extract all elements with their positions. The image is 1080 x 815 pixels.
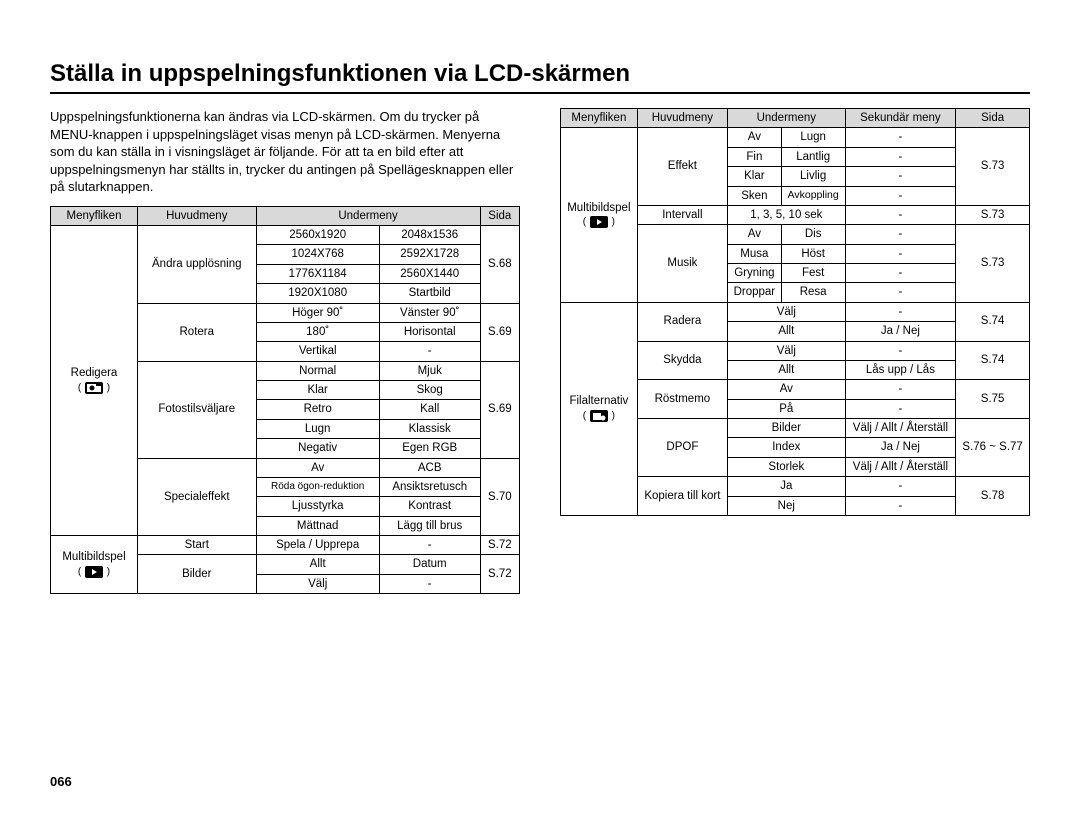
main-chgres: Ändra upplösning <box>137 226 256 304</box>
tab-multibildspel: Multibildspel ( ) <box>51 536 138 594</box>
play-icon: ( ) <box>583 215 615 229</box>
th-sec: Sekundär meny <box>845 109 956 128</box>
tab-multibildspel2: Multibildspel ( ) <box>561 128 638 302</box>
main-fotostil: Fotostilsväljare <box>137 361 256 458</box>
right-table: Menyfliken Huvudmeny Undermeny Sekundär … <box>560 108 1030 516</box>
page-number: 066 <box>50 774 72 789</box>
th-sub: Undermeny <box>256 206 480 225</box>
tab-filalternativ: Filalternativ ( ) <box>561 302 638 515</box>
file-icon: ( ) <box>583 409 615 423</box>
tab-redigera: Redigera ( ) <box>51 226 138 536</box>
intro-text: Uppspelningsfunktionerna kan ändras via … <box>50 108 520 196</box>
th-page2: Sida <box>956 109 1030 128</box>
th-sub2: Undermeny <box>728 109 846 128</box>
page-title: Ställa in uppspelningsfunktionen via LCD… <box>50 60 1030 94</box>
th-page: Sida <box>480 206 519 225</box>
edit-icon: ( ) <box>78 381 110 395</box>
th-main2: Huvudmeny <box>637 109 727 128</box>
play-icon: ( ) <box>78 565 110 579</box>
th-menutab2: Menyfliken <box>561 109 638 128</box>
left-table: Menyfliken Huvudmeny Undermeny Sida Redi… <box>50 206 520 595</box>
th-menutab: Menyfliken <box>51 206 138 225</box>
th-main: Huvudmeny <box>137 206 256 225</box>
main-special: Specialeffekt <box>137 458 256 536</box>
main-rotera: Rotera <box>137 303 256 361</box>
